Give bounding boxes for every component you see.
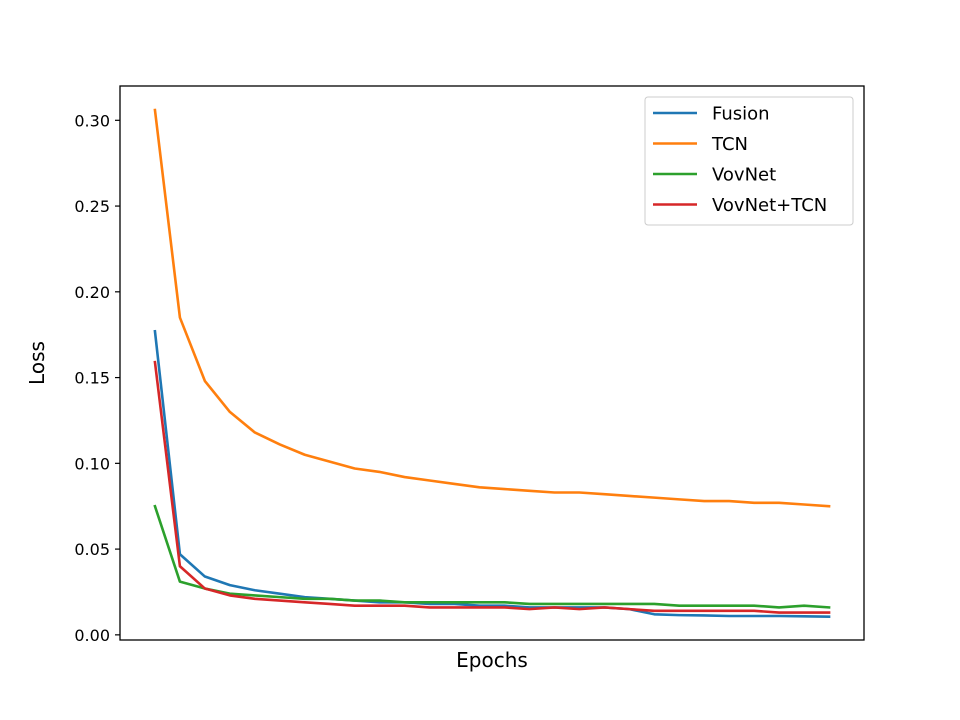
legend: Fusion TCN VovNet VovNet+TCN bbox=[644, 96, 854, 226]
series-line-fusion bbox=[153, 329, 831, 618]
series-line-vovnet-tcn bbox=[153, 360, 831, 614]
y-tick-label: 0.15 bbox=[74, 369, 110, 388]
y-tick-label: 0.00 bbox=[74, 626, 110, 645]
series-line-tcn bbox=[153, 108, 831, 508]
plot-frame bbox=[119, 85, 865, 641]
legend-label-fusion: Fusion bbox=[712, 104, 770, 125]
legend-label-tcn: TCN bbox=[711, 134, 748, 155]
y-tick-label: 0.05 bbox=[74, 540, 110, 559]
legend-label-vovnet-tcn: VovNet+TCN bbox=[712, 195, 827, 216]
y-tick-label: 0.10 bbox=[74, 454, 110, 473]
y-tick-label: 0.25 bbox=[74, 197, 110, 216]
y-tick-label: 0.30 bbox=[74, 111, 110, 130]
x-axis-label: Epochs bbox=[456, 648, 528, 672]
y-axis: 0.00 0.05 0.10 0.15 0.20 0.25 0.30 bbox=[74, 111, 120, 645]
y-tick-label: 0.20 bbox=[74, 283, 110, 302]
y-axis-label: Loss bbox=[25, 341, 49, 385]
series-layer bbox=[153, 108, 831, 618]
series-line-vovnet bbox=[153, 504, 831, 609]
legend-box bbox=[644, 96, 854, 226]
legend-label-vovnet: VovNet bbox=[712, 165, 776, 186]
